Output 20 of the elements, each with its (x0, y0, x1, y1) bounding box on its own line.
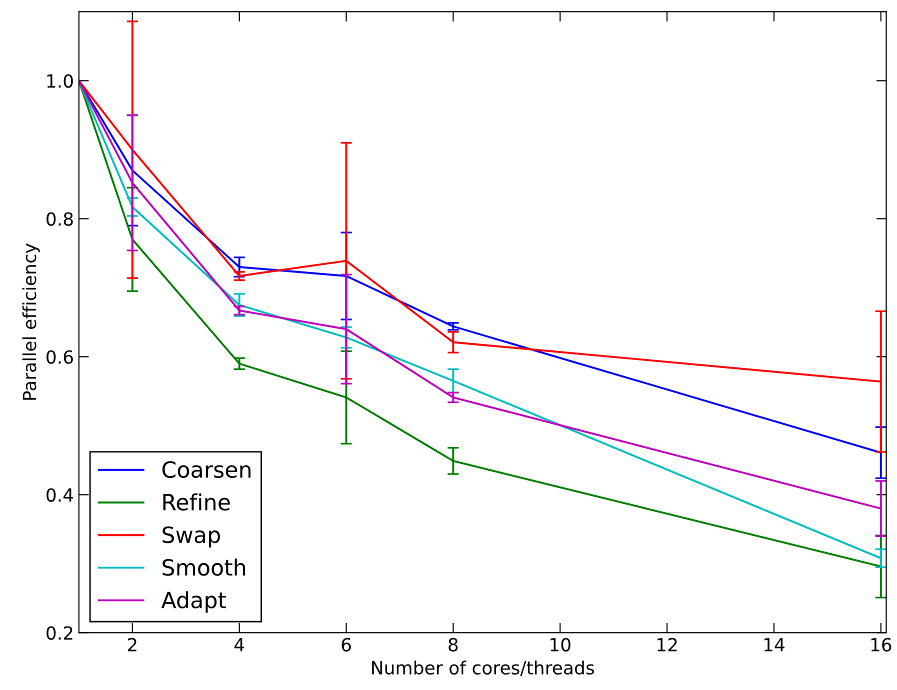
x-tick-label: 6 (342, 638, 351, 652)
x-tick-label: 14 (764, 638, 784, 652)
x-tick-label: 8 (448, 638, 458, 652)
y-tick-label: 0.4 (46, 488, 74, 502)
legend-label: Smooth (162, 558, 246, 576)
legend-label: Swap (162, 526, 220, 548)
y-tick-label: 0.2 (46, 626, 72, 640)
x-axis-title: Number of cores/threads (372, 660, 594, 676)
x-tick-label: 12 (658, 638, 677, 652)
x-tick-label: 16 (871, 638, 892, 652)
legend-label: Refine (163, 493, 230, 511)
x-tick-label: 2 (128, 638, 136, 652)
y-tick-label: 0.8 (46, 212, 73, 226)
x-tick-label: 10 (550, 638, 570, 652)
y-axis-title: Parallel efficiency (22, 244, 40, 400)
x-tick-label: 4 (234, 638, 244, 652)
legend-label: Coarsen (162, 461, 250, 478)
y-tick-label: 0.6 (46, 350, 73, 364)
y-tick-label: 1.0 (47, 74, 73, 88)
legend-label: Adapt (161, 591, 226, 613)
